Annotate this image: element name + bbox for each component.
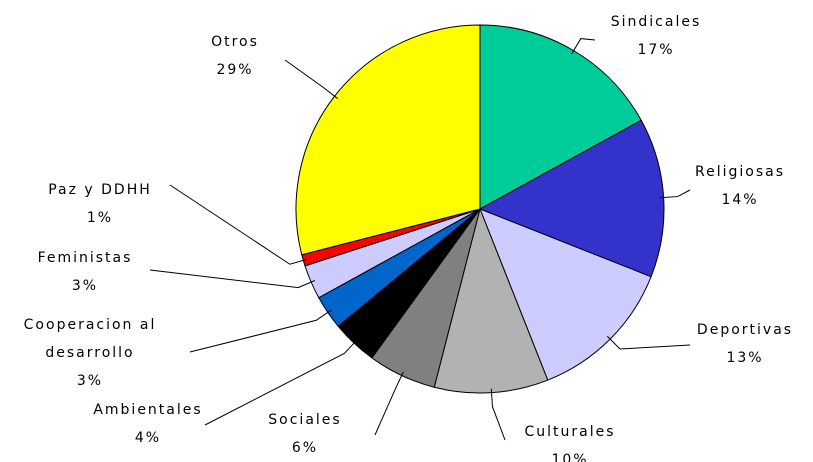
leader-line	[284, 59, 339, 100]
leader-line	[149, 269, 316, 289]
leader-line	[659, 189, 691, 199]
percent-label: 1%	[86, 210, 114, 226]
category-name: Otros	[211, 34, 259, 50]
slice-label: Cooperacion al desarrollo 3%	[5, 311, 175, 395]
slice-label: Paz y DDHH 1%	[30, 176, 170, 232]
leader-line	[169, 184, 308, 265]
category-name: Culturales	[524, 424, 616, 440]
percent-label: 6%	[291, 440, 319, 456]
category-name: Religiosas	[695, 164, 785, 180]
percent-label: 13%	[726, 350, 764, 366]
leader-line	[490, 388, 506, 441]
slice-label: Religiosas 14%	[670, 158, 810, 214]
slice-label: Culturales 10%	[500, 418, 640, 462]
leader-line	[189, 309, 332, 353]
category-name: Sindicales	[610, 14, 702, 30]
slice-label: Deportivas 13%	[675, 316, 813, 372]
slice-label: Ambientales 4%	[78, 396, 218, 452]
category-name: Deportivas	[696, 322, 794, 338]
category-name: Ambientales	[93, 402, 203, 418]
category-name: Sociales	[268, 412, 342, 428]
slice-label: Otros 29%	[185, 28, 285, 84]
percent-label: 3%	[76, 373, 104, 389]
leader-line	[571, 38, 596, 55]
percent-label: 14%	[721, 192, 759, 208]
category-name: Paz y DDHH	[48, 182, 152, 198]
percent-label: 4%	[134, 430, 162, 446]
slice-label: Sociales 6%	[245, 406, 365, 462]
percent-label: 29%	[216, 62, 254, 78]
category-name: Feministas	[37, 250, 133, 266]
leader-line	[606, 335, 691, 350]
leader-line	[374, 371, 404, 436]
category-name: Cooperacion al desarrollo	[23, 317, 157, 361]
percent-label: 10%	[551, 452, 589, 462]
percent-label: 3%	[71, 278, 99, 294]
slice-label: Feministas 3%	[15, 244, 155, 300]
slice-label: Sindicales 17%	[586, 8, 726, 64]
percent-label: 17%	[637, 42, 675, 58]
leader-line	[204, 339, 358, 426]
